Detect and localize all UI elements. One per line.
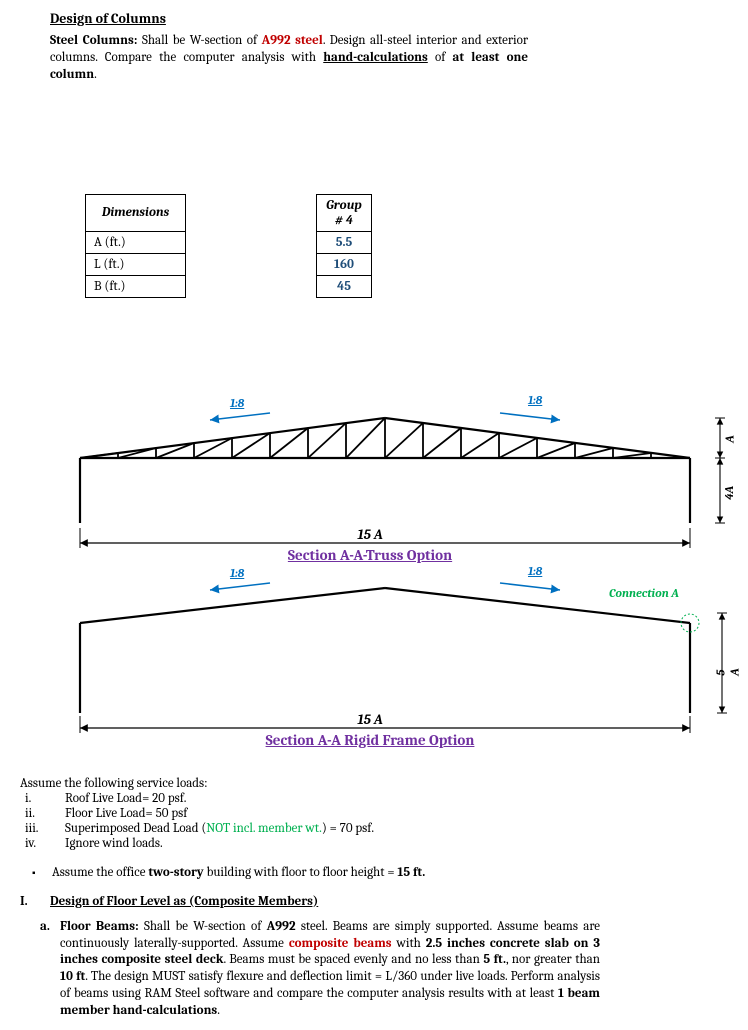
li: Floor Live Load= 50 psf <box>65 806 187 821</box>
slope-label: 1:8 <box>230 566 244 580</box>
li: Superimposed Dead Load (NOT incl. member… <box>65 821 374 836</box>
txt: Floor Beams: <box>60 919 139 934</box>
heading-design-columns: Design of Columns <box>50 10 728 27</box>
td: L (ft.) <box>86 253 186 275</box>
slope-label: 1:8 <box>528 564 542 578</box>
td: A (ft.) <box>86 231 186 253</box>
steel-columns-paragraph: Steel Columns: Shall be W-section of A99… <box>50 33 528 84</box>
section-rigid-label: Section A-A Rigid Frame Option <box>10 731 730 749</box>
txt: Shall be W-section of <box>137 33 261 48</box>
txt: 15 ft. <box>397 865 425 880</box>
txt: . Beams must be spaced evenly and no les… <box>223 952 483 967</box>
txt: composite beams <box>289 936 392 951</box>
txt: Steel Columns: <box>50 33 137 48</box>
txt: Assume the office <box>52 865 148 880</box>
spacer <box>186 258 316 264</box>
connection-a-label: Connection A <box>609 586 679 600</box>
txt: of <box>428 50 453 65</box>
txt: A (ft.) <box>94 235 126 250</box>
dim-a: A <box>723 435 737 442</box>
spacer <box>186 199 316 205</box>
txt: A992 steel <box>262 33 323 48</box>
txt: Superimposed Dead Load ( <box>65 821 206 836</box>
floor-beams-paragraph: Floor Beams: Shall be W-section of A992 … <box>60 919 600 1020</box>
txt: Shall be W-section of <box>139 919 267 934</box>
loads-intro: Assume the following service loads: <box>20 776 728 791</box>
loads-section: Assume the following service loads: i.Ro… <box>20 776 728 1020</box>
txt: NOT incl. member wt. <box>206 821 322 836</box>
spacer <box>186 280 316 286</box>
txt: . <box>217 1003 220 1018</box>
txt: hand-calculations <box>323 50 428 65</box>
txt: ) = 70 psf. <box>322 821 374 836</box>
slope-label: 1:8 <box>528 393 542 407</box>
secI-num: I. <box>20 894 50 909</box>
li-num: ii. <box>25 806 65 821</box>
slope-label: 1:8 <box>230 396 244 410</box>
th-dimensions: Dimensions <box>86 194 186 231</box>
txt: building with floor to floor height = <box>204 865 398 880</box>
td: 45 <box>317 275 372 297</box>
dim-5a: 5 A <box>714 668 742 675</box>
td: 5.5 <box>317 231 372 253</box>
dim-15a: 15 A <box>10 711 730 728</box>
td: 160 <box>317 253 372 275</box>
txt: . <box>94 67 97 82</box>
li-num: iii. <box>25 821 65 836</box>
txt: . The design MUST satisfy flexure and de… <box>60 969 600 1001</box>
txt: A992 <box>267 919 296 934</box>
txt: B (ft.) <box>94 279 126 294</box>
li-num: iv. <box>25 836 65 851</box>
li: Ignore wind loads. <box>65 836 163 851</box>
secA-num: a. <box>40 919 60 1020</box>
dimensions-table: Dimensions Group # 4 A (ft.) 5.5 L (ft.)… <box>85 194 372 298</box>
section-I: I. Design of Floor Level as (Composite M… <box>20 894 728 909</box>
secI-title: Design of Floor Level as (Composite Memb… <box>50 894 318 909</box>
th-group: Group # 4 <box>317 194 372 231</box>
section-truss-label: Section A-A-Truss Option <box>10 546 730 564</box>
txt: , nor greater than <box>506 952 600 967</box>
diagram-area: 1:8 1:8 15 A Section A-A-Truss Option A … <box>10 388 730 768</box>
assume-line: ▪ Assume the office two-story building w… <box>32 865 728 880</box>
dim-4a: 4A <box>722 486 736 500</box>
txt: two-story <box>148 865 203 880</box>
bullet-icon: ▪ <box>32 865 52 880</box>
dim-15a: 15 A <box>10 526 730 543</box>
section-a: a. Floor Beams: Shall be W-section of A9… <box>40 919 728 1020</box>
txt: L (ft.) <box>94 257 124 272</box>
txt: 10 ft <box>60 969 85 984</box>
li-num: i. <box>25 791 65 806</box>
li: Roof Live Load= 20 psf. <box>65 791 186 806</box>
txt: with <box>392 936 426 951</box>
td: B (ft.) <box>86 275 186 297</box>
txt: 5 ft. <box>483 952 506 967</box>
spacer <box>186 236 316 242</box>
